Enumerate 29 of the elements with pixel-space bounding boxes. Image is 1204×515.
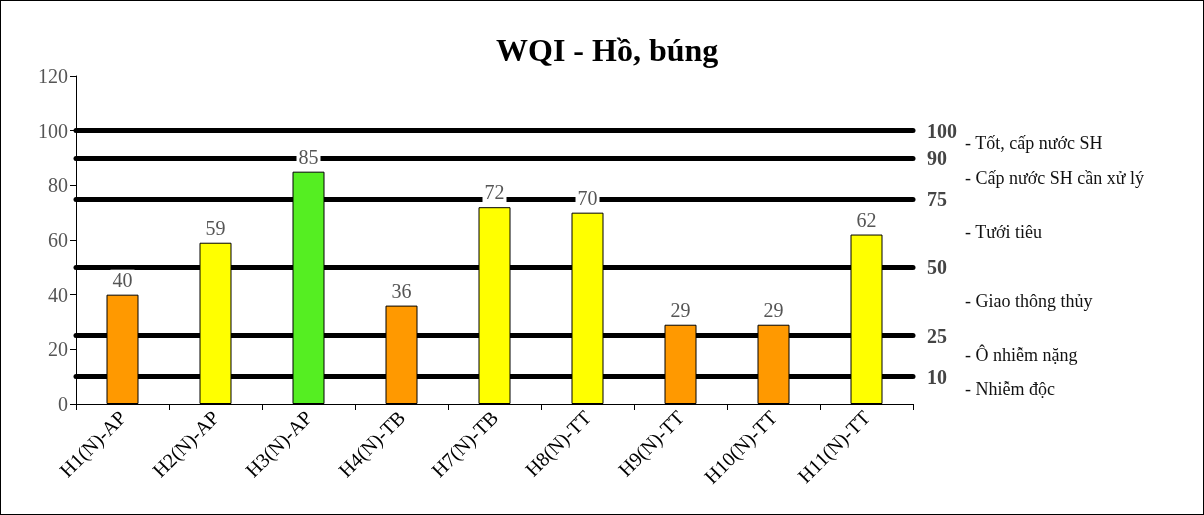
ref-line-label: 100 bbox=[927, 119, 957, 142]
y-tick-label: 40 bbox=[48, 283, 68, 306]
ref-line-label: 25 bbox=[927, 324, 947, 347]
data-label: 36 bbox=[391, 279, 412, 302]
ref-line-label: 10 bbox=[927, 365, 947, 388]
data-label: 29 bbox=[670, 298, 691, 321]
data-label: 29 bbox=[763, 298, 784, 321]
chart-title: WQI - Hồ, búng bbox=[496, 32, 719, 68]
y-tick-label: 100 bbox=[38, 119, 68, 142]
data-label: 70 bbox=[577, 186, 598, 209]
text: - Nhiễm độc bbox=[965, 379, 1055, 400]
text: - Giao thông thủy bbox=[965, 290, 1093, 311]
data-label: 85 bbox=[298, 145, 319, 168]
y-tick-label: 80 bbox=[48, 174, 68, 197]
data-label: 40 bbox=[112, 268, 133, 291]
y-tick-label: 60 bbox=[48, 229, 68, 251]
y-tick-label: 120 bbox=[38, 65, 68, 87]
text: - Cấp nước SH cần xử lý bbox=[965, 167, 1144, 188]
ref-line-label: 90 bbox=[927, 147, 947, 169]
data-label: 72 bbox=[484, 181, 505, 204]
data-label: 62 bbox=[856, 208, 877, 231]
text: - Tốt, cấp nước SH bbox=[965, 133, 1103, 154]
text: - Tưới tiêu bbox=[965, 222, 1042, 243]
text: - Ô nhiễm nặng bbox=[965, 344, 1078, 366]
y-tick-label: 0 bbox=[58, 393, 68, 415]
ref-line-label: 75 bbox=[927, 188, 947, 210]
y-tick-label: 20 bbox=[48, 338, 68, 361]
ref-line-label: 50 bbox=[927, 256, 947, 279]
data-label: 59 bbox=[205, 216, 226, 239]
